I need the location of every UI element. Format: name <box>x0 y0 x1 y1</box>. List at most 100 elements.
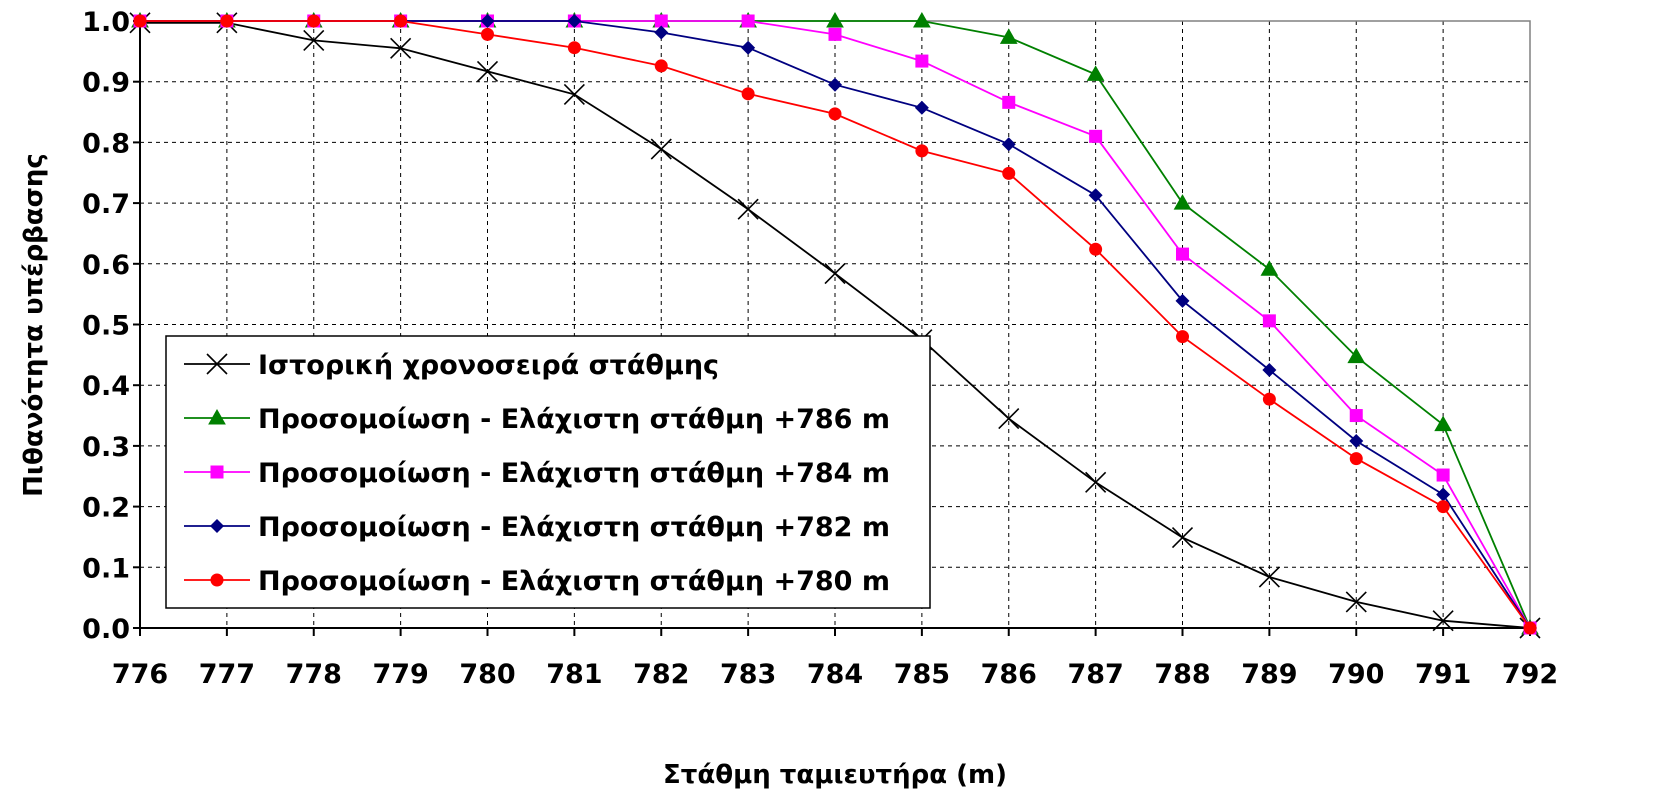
data-point <box>741 14 755 28</box>
data-point-stroke <box>1345 591 1367 613</box>
data-point <box>1262 363 1277 378</box>
data-point <box>1347 347 1366 364</box>
data-point <box>1002 95 1016 109</box>
data-point <box>1345 591 1367 613</box>
legend-label: Προσομοίωση - Ελάχιστη στάθμη +784 m <box>258 458 890 489</box>
data-point <box>220 14 234 28</box>
data-point <box>1436 468 1450 482</box>
data-point-stroke <box>303 29 325 51</box>
data-point <box>1176 247 1189 261</box>
data-point <box>1349 452 1363 466</box>
legend-swatch-marker <box>210 573 224 587</box>
y-tick-label: 0.8 <box>82 128 130 159</box>
data-point <box>480 14 495 28</box>
x-tick-label: 787 <box>1067 659 1123 690</box>
data-point <box>567 41 581 55</box>
data-point <box>741 40 756 55</box>
x-tick-label: 788 <box>1154 659 1210 690</box>
data-point <box>394 14 408 28</box>
data-point <box>826 11 844 28</box>
legend-label: Ιστορική χρονοσειρά στάθμης <box>258 350 719 381</box>
data-point-stroke <box>1258 566 1280 588</box>
data-point <box>1171 526 1194 549</box>
data-point <box>1001 137 1016 152</box>
legend-label: Προσομοίωση - Ελάχιστη στάθμη +782 m <box>258 512 890 543</box>
data-point <box>307 14 321 28</box>
data-point <box>741 87 755 101</box>
data-point <box>1436 500 1450 514</box>
y-axis-title: Πιθανότητα υπέρβασης <box>19 153 49 497</box>
data-point-stroke <box>998 408 1020 430</box>
data-point-stroke <box>824 262 846 285</box>
x-tick-label: 783 <box>720 659 776 690</box>
data-point-stroke <box>1171 526 1194 549</box>
x-tick-label: 790 <box>1328 659 1384 690</box>
x-tick-label: 789 <box>1241 659 1297 690</box>
x-tick-label: 781 <box>546 659 602 690</box>
data-point <box>1432 610 1454 632</box>
legend-swatch-marker <box>206 353 228 375</box>
data-point <box>1175 293 1190 308</box>
data-point-stroke <box>1432 610 1454 632</box>
legend-item: Προσομοίωση - Ελάχιστη στάθμη +782 m <box>184 512 890 543</box>
legend-item: Ιστορική χρονοσειρά στάθμης <box>184 350 719 381</box>
data-point <box>824 262 846 285</box>
y-tick-label: 0.4 <box>82 371 130 402</box>
x-tick-label: 784 <box>807 659 863 690</box>
data-point <box>1088 188 1103 203</box>
data-point <box>1262 314 1276 328</box>
data-point <box>999 28 1018 44</box>
data-point <box>1523 621 1537 635</box>
y-tick-label: 0.0 <box>82 614 130 645</box>
data-point <box>998 408 1020 430</box>
y-tick-label: 1.0 <box>82 7 130 38</box>
legend-box <box>165 335 931 609</box>
x-tick-label: 791 <box>1415 659 1471 690</box>
legend-item: Προσομοίωση - Ελάχιστη στάθμη +784 m <box>184 458 890 489</box>
y-tick-label: 0.6 <box>82 250 130 281</box>
data-point <box>1173 194 1192 210</box>
data-point <box>1002 166 1016 180</box>
legend-label: Προσομοίωση - Ελάχιστη στάθμη +786 m <box>258 404 890 435</box>
data-point <box>1260 260 1279 276</box>
data-point-stroke <box>737 198 759 220</box>
data-point <box>1436 487 1451 502</box>
x-tick-label: 776 <box>112 659 168 690</box>
data-point <box>915 144 929 158</box>
data-point-stroke <box>390 37 412 59</box>
data-point <box>828 27 842 41</box>
data-point <box>913 11 931 28</box>
data-point <box>1262 392 1276 406</box>
x-tick-label: 779 <box>372 659 428 690</box>
data-point <box>654 25 669 40</box>
data-point <box>476 60 499 82</box>
data-point-stroke <box>1085 471 1107 493</box>
data-point <box>1089 129 1103 143</box>
data-point <box>828 77 842 92</box>
data-point <box>650 138 672 160</box>
data-point <box>1089 242 1103 256</box>
y-tick-label: 0.7 <box>82 189 130 220</box>
y-tick-label: 0.2 <box>82 493 130 524</box>
data-point <box>133 14 147 28</box>
y-tick-label: 0.1 <box>82 553 130 584</box>
x-tick-label: 778 <box>286 659 342 690</box>
data-point <box>1258 566 1280 588</box>
data-point <box>567 14 582 28</box>
legend-label: Προσομοίωση - Ελάχιστη στάθμη +780 m <box>258 566 890 597</box>
data-point <box>1349 409 1363 423</box>
x-tick-label: 782 <box>633 659 689 690</box>
x-tick-label: 792 <box>1502 659 1558 690</box>
y-tick-labels: 0.0 0.1 0.2 0.3 0.4 0.5 0.6 0.7 0.8 0.9 1.0 <box>82 7 130 645</box>
y-tick-label: 0.5 <box>82 311 130 342</box>
data-point <box>563 83 585 106</box>
data-point <box>828 107 842 121</box>
x-tick-label: 780 <box>459 659 515 690</box>
data-point <box>654 59 668 73</box>
data-point <box>1349 434 1364 449</box>
legend-item: Προσομοίωση - Ελάχιστη στάθμη +786 m <box>184 404 890 435</box>
x-axis-title: Στάθμη ταμιευτήρα (m) <box>663 760 1007 790</box>
data-point <box>1086 65 1105 81</box>
legend-swatch-marker-stroke <box>206 353 228 375</box>
